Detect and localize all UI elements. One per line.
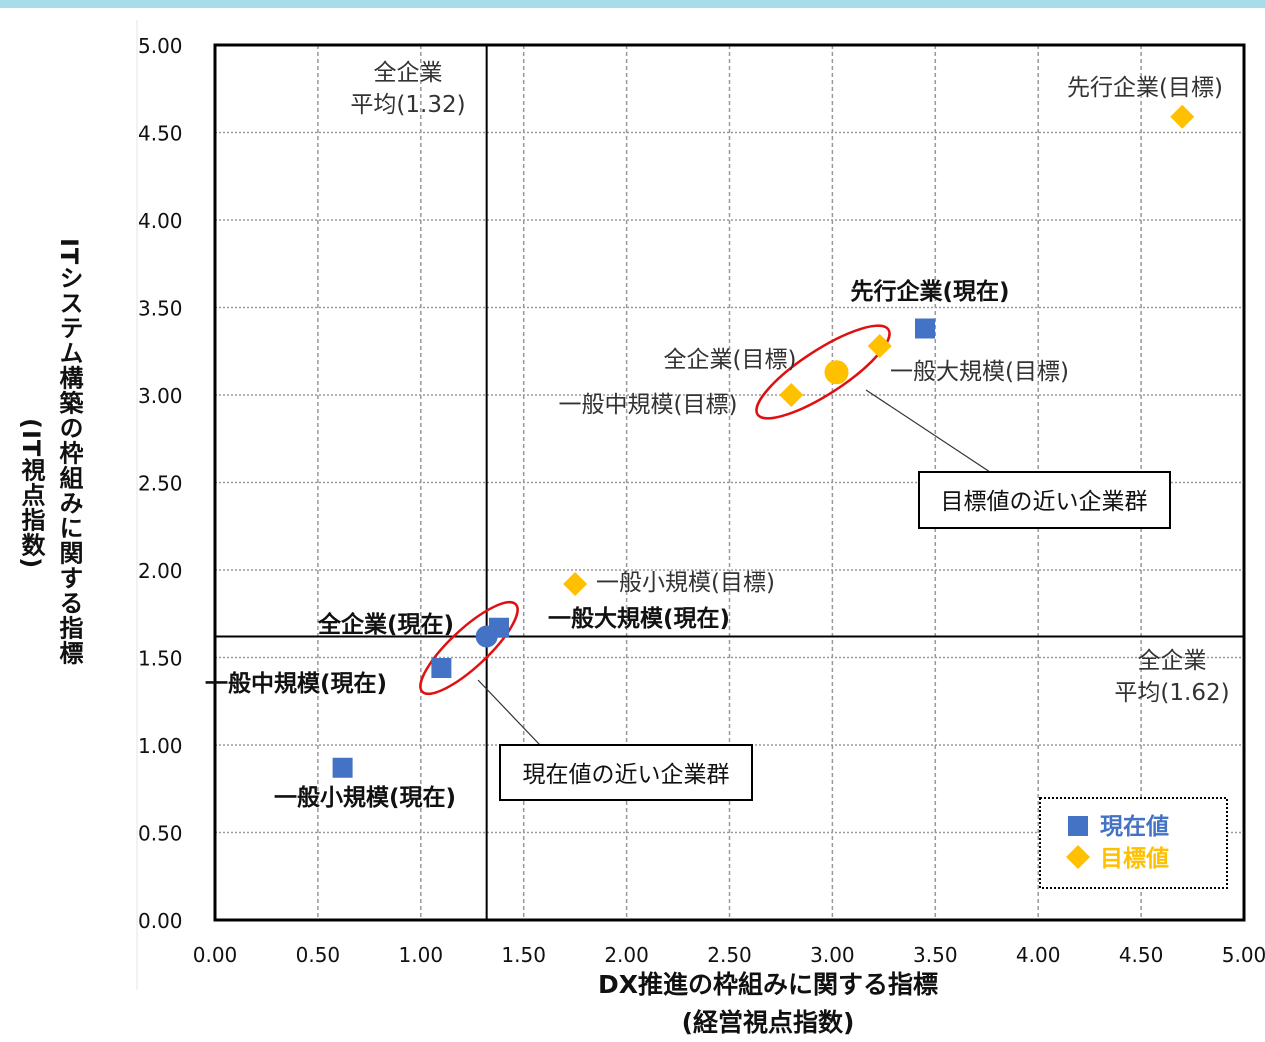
data-label-target: 全企業(目標) — [664, 347, 797, 373]
point-target — [1170, 104, 1195, 129]
point-current — [915, 318, 936, 339]
y-tick-label: 0.50 — [138, 822, 183, 846]
point-target — [563, 572, 588, 596]
y-tick-label: 0.00 — [138, 909, 183, 933]
y-tick-label: 3.00 — [138, 384, 183, 408]
x-tick-label: 2.50 — [707, 943, 752, 967]
data-label-target: 先行企業(目標) — [1067, 75, 1223, 101]
legend-target-marker — [1066, 845, 1090, 869]
y-tick-label: 1.00 — [138, 734, 183, 758]
y-tick-label: 4.50 — [138, 122, 183, 146]
y-tick-label: 3.50 — [138, 297, 183, 321]
legend-target-label: 目標値 — [1100, 846, 1169, 872]
x-tick-label: 5.00 — [1222, 943, 1265, 967]
x-tick-label: 1.50 — [501, 943, 546, 967]
point-target — [779, 383, 804, 407]
y-average-label-line2: 平均(1.62) — [1114, 680, 1229, 706]
callout-box — [918, 471, 1171, 529]
x-tick-label: 2.00 — [604, 943, 649, 967]
data-points — [332, 104, 1195, 778]
data-label-target: 一般小規模(目標) — [596, 570, 775, 596]
x-axis-title: DX推進の枠組みに関する指標 — [598, 970, 938, 999]
point-current — [332, 757, 353, 778]
axes — [136, 20, 1246, 990]
x-average-label-line2: 平均(1.32) — [350, 92, 465, 118]
point-labels: 先行企業(現在) 一般大規模(現在) 全企業(現在) 一般中規模(現在) 一般小規模(現… — [205, 75, 1223, 811]
x-average-label-line1: 全企業 — [374, 60, 443, 86]
x-tick-label: 3.00 — [810, 943, 855, 967]
y-tick-label: 5.00 — [138, 34, 183, 58]
point-current — [475, 625, 498, 648]
tick-labels: 0.00 0.50 1.00 1.50 2.00 2.50 3.00 3.50 4.00 4.50… — [138, 34, 1265, 967]
data-label-current: 先行企業(現在) — [850, 278, 1009, 305]
y-tick-label: 4.00 — [138, 209, 183, 233]
callout-current-cluster: 現在値の近い企業群 — [523, 762, 730, 788]
cluster-ellipses — [419, 324, 891, 696]
y-average-label-line1: 全企業 — [1138, 648, 1207, 674]
point-target — [824, 360, 849, 385]
data-label-current: 一般小規模(現在) — [274, 784, 456, 811]
callout-leader — [865, 389, 991, 473]
point-target — [867, 334, 892, 358]
y-tick-label: 2.50 — [138, 472, 183, 496]
x-tick-label: 0.50 — [296, 943, 341, 967]
x-axis-subtitle: (経営視点指数) — [682, 1008, 855, 1037]
top-accent-bar — [0, 0, 1265, 8]
data-label-current: 一般大規模(現在) — [548, 605, 730, 632]
callout-target-cluster: 目標値の近い企業群 — [941, 489, 1148, 515]
y-tick-label: 1.50 — [138, 647, 183, 671]
legend-current-marker — [1068, 816, 1088, 836]
point-current — [431, 658, 452, 678]
target-cluster-ellipse — [755, 324, 891, 420]
x-tick-label: 1.00 — [399, 943, 444, 967]
x-tick-label: 4.00 — [1016, 943, 1061, 967]
y-axis-subtitle: (IT視点指数) — [17, 418, 45, 570]
legend-current-label: 現在値 — [1100, 813, 1169, 840]
callout-leader — [477, 679, 541, 746]
y-tick-label: 2.00 — [138, 559, 183, 583]
data-label-target: 一般中規模(目標) — [559, 392, 738, 418]
x-tick-label: 0.00 — [193, 943, 238, 967]
plot-border — [213, 43, 1246, 922]
data-label-target: 一般大規模(目標) — [890, 359, 1069, 385]
current-cluster-ellipse — [419, 600, 519, 696]
callout-box — [499, 744, 753, 801]
x-tick-label: 4.50 — [1119, 943, 1164, 967]
data-label-current: 一般中規模(現在) — [205, 670, 387, 697]
data-label-current: 全企業(現在) — [317, 611, 454, 638]
y-axis-title: ITシステム構築の枠組みに関する指標 — [55, 238, 83, 666]
legend-box — [1039, 797, 1228, 889]
x-tick-label: 3.50 — [913, 943, 958, 967]
